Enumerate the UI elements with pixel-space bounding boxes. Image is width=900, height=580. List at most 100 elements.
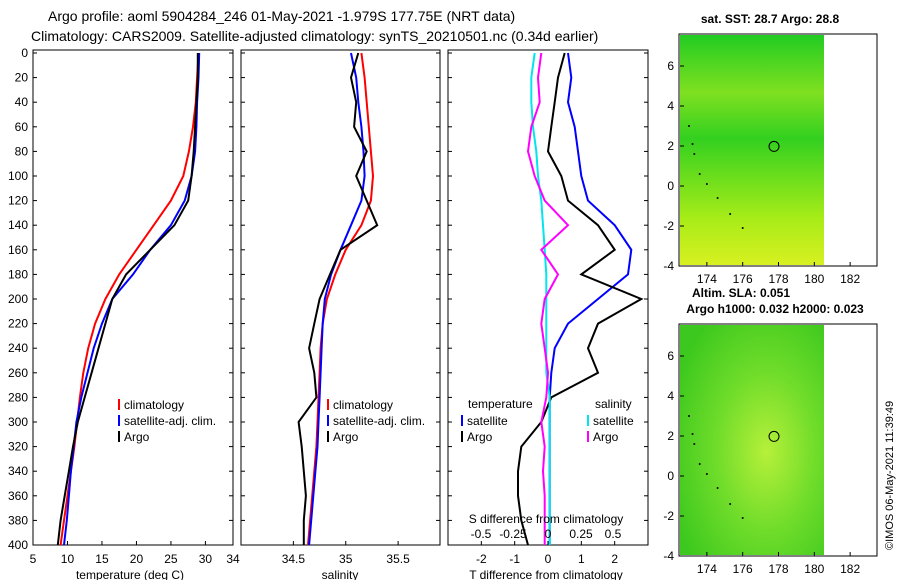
x-tick-label: 10 [61, 552, 75, 566]
series-argo [56, 53, 199, 546]
depth-tick-label: 220 [8, 317, 28, 331]
argo-position-marker [768, 140, 780, 152]
coastline-dot [698, 173, 701, 175]
header-line1: Argo profile: aoml 5904284_246 01-May-20… [48, 8, 515, 24]
coastline-dot [741, 227, 744, 229]
temperature-legend: climatology satellite-adj. clim. Argo [118, 398, 216, 444]
series-temperature-argo [517, 52, 644, 546]
map-y-tick-label: -2 [663, 509, 674, 523]
argo-position-marker [768, 430, 780, 442]
map-y-tick-label: 2 [667, 429, 674, 443]
map-x-tick-label: 176 [733, 562, 753, 576]
coastline-dot [716, 487, 719, 489]
salinity-xlabel: salinity [322, 568, 359, 580]
sst-map-title: sat. SST: 28.7 Argo: 28.8 [701, 12, 840, 26]
map-x-tick-label: 180 [804, 272, 824, 286]
depth-axis: 0 20 40 60 80 100 120 140 160 180 200 220 240 260 280 3… [8, 46, 648, 552]
legend-swatch-climatology [118, 399, 120, 410]
x-tick-label: 0 [545, 552, 552, 566]
series-argo [297, 52, 379, 545]
series-climatology [59, 52, 200, 546]
depth-tick-label: 40 [15, 95, 29, 109]
difference-plot: -2 -1 0 1 2 -0.5 -0.25 0 0.25 0.5 [471, 52, 644, 566]
map-x-tick-label: 178 [768, 562, 788, 576]
legend-swatch-sal-argo [587, 431, 589, 442]
map-y-tick-label: 2 [667, 139, 674, 153]
depth-tick-label: 160 [8, 243, 28, 257]
depth-tick-label: 80 [15, 144, 29, 158]
depth-tick-label: 360 [8, 489, 28, 503]
series-climatology [307, 52, 375, 546]
map-x-tick-label: 176 [733, 272, 753, 286]
map-y-tick-label: 4 [667, 99, 674, 113]
depth-tick-label: 240 [8, 341, 28, 355]
difference-legend: temperature salinity satellite Argo sate… [461, 397, 634, 444]
legend-header-temperature: temperature [468, 397, 533, 411]
difference-panel [447, 49, 649, 546]
map-x-tick-label: 180 [804, 562, 824, 576]
coastline-dot [698, 463, 701, 465]
legend-header-salinity: salinity [595, 397, 632, 411]
coastline-dot [693, 443, 696, 445]
depth-tick-label: 120 [8, 194, 28, 208]
map-x-tick-label: 174 [697, 562, 717, 576]
legend-label-sal-satellite: satellite [593, 414, 634, 428]
legend-label-argo: Argo [333, 430, 359, 444]
depth-tick-label: 200 [8, 292, 28, 306]
x-top-tick-label: 0 [545, 527, 552, 541]
salinity-panel [240, 49, 441, 546]
sst-map-axes: 174 176 178 180 182 6 4 2 0 -2 -4 [663, 59, 860, 286]
coastline-dot [705, 183, 708, 185]
legend-swatch-argo [327, 431, 329, 442]
legend-label-argo: Argo [124, 430, 150, 444]
legend-label-satellite: satellite-adj. clim. [333, 414, 425, 428]
x-tick-label: 35 [339, 552, 353, 566]
coastline-dot [741, 517, 744, 519]
map-x-tick-label: 178 [768, 272, 788, 286]
sla-map-subtitle: Argo h1000: 0.032 h2000: 0.023 [686, 302, 864, 316]
sla-map-field [680, 325, 824, 555]
salinity-legend: climatology satellite-adj. clim. Argo [327, 398, 425, 444]
map-x-tick-label: 174 [697, 272, 717, 286]
coastline-dot [693, 153, 696, 155]
legend-swatch-temp-satellite [461, 415, 463, 426]
watermark: ©IMOS 06-May-2021 11:39:49 [884, 401, 896, 550]
x-tick-label: 2 [611, 552, 618, 566]
coastline-dot [716, 197, 719, 199]
depth-tick-label: 20 [15, 71, 29, 85]
salinity-plot: 34.5 35 35.5 [282, 52, 410, 566]
x-tick-label: -2 [476, 552, 487, 566]
map-y-tick-label: 4 [667, 389, 674, 403]
x-top-tick-label: 0.25 [569, 527, 593, 541]
x-tick-label: 30 [199, 552, 213, 566]
depth-tick-label: 280 [8, 390, 28, 404]
legend-swatch-satellite [327, 415, 329, 426]
legend-swatch-temp-argo [461, 431, 463, 442]
depth-tick-label: 60 [15, 120, 29, 134]
x-tick-label: 34 [226, 552, 240, 566]
coastline-dot [687, 415, 690, 417]
coastline-dot [729, 503, 732, 505]
depth-tick-label: 100 [8, 169, 28, 183]
series-satellite-adj-clim- [308, 52, 366, 546]
x-tick-label: 25 [164, 552, 178, 566]
legend-label-sal-argo: Argo [593, 430, 619, 444]
series-satellite-adj-clim- [63, 52, 201, 546]
x-tick-label: 15 [95, 552, 109, 566]
coastline-dot [691, 143, 694, 145]
x-top-tick-label: 0.5 [605, 527, 622, 541]
temperature-plot: 5 10 15 20 25 30 34 [30, 52, 240, 566]
depth-tick-label: 300 [8, 415, 28, 429]
legend-label-temp-satellite: satellite [467, 414, 508, 428]
map-x-tick-label: 182 [840, 562, 860, 576]
difference-xlabel-top: S difference from climatology [469, 512, 624, 526]
depth-tick-label: 400 [8, 538, 28, 552]
depth-tick-label: 0 [21, 46, 28, 60]
x-tick-label: 5 [30, 552, 37, 566]
depth-tick-label: 260 [8, 366, 28, 380]
legend-swatch-satellite [118, 415, 120, 426]
x-tick-label: -1 [509, 552, 520, 566]
x-top-tick-label: -0.25 [499, 527, 527, 541]
series-temperature-satellite [548, 52, 633, 545]
sla-map-title: Altim. SLA: 0.051 [692, 286, 790, 300]
